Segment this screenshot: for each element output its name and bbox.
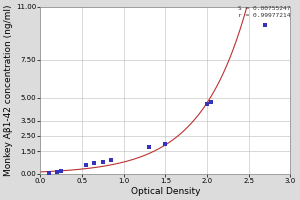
Point [55, 170, 59, 174]
Point [109, 159, 114, 162]
Y-axis label: Monkey Aβ1-42 concentration (ng/ml): Monkey Aβ1-42 concentration (ng/ml) [4, 5, 13, 176]
Point [92, 162, 97, 165]
Point [84, 163, 88, 166]
Point [163, 143, 168, 146]
X-axis label: Optical Density: Optical Density [130, 187, 200, 196]
Point [209, 100, 214, 103]
Point [146, 145, 151, 148]
Point [46, 172, 51, 175]
Point [100, 160, 105, 163]
Point [263, 23, 268, 27]
Text: S = 0.00755247
r = 0.99977214: S = 0.00755247 r = 0.99977214 [238, 6, 291, 18]
Point [59, 170, 64, 173]
Point [205, 102, 209, 106]
